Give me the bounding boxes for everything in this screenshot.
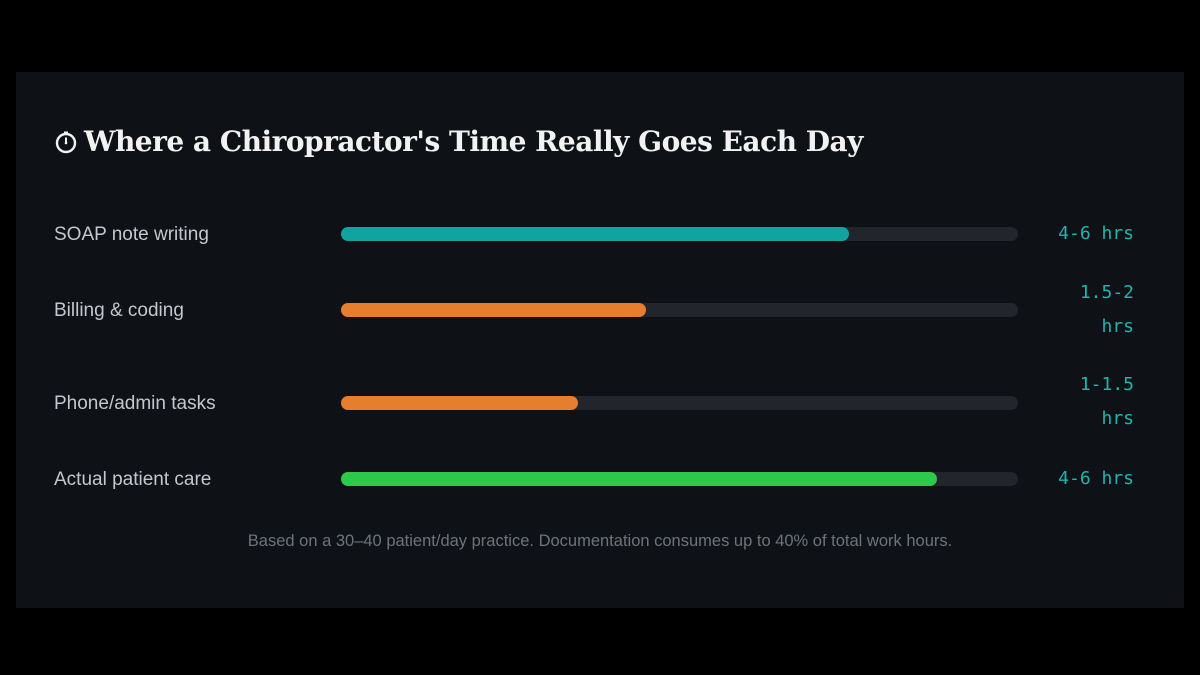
bar-row-phone-admin: Phone/admin tasks 1-1.5 hrs — [54, 368, 1134, 438]
bar-fill — [341, 396, 578, 410]
bar-value: 1-1.5 hrs — [1079, 374, 1134, 429]
footnote: Based on a 30–40 patient/day practice. D… — [247, 532, 953, 550]
chart-title: Where a Chiropractor's Time Really Goes … — [54, 128, 863, 156]
bar-fill — [341, 227, 849, 241]
bar-value: 4-6 hrs — [1058, 468, 1134, 489]
chart-title-text: Where a Chiropractor's Time Really Goes … — [84, 125, 863, 158]
bar-value: 1.5-2 hrs — [1079, 282, 1134, 337]
bar-track — [341, 472, 1018, 486]
bar-label: Phone/admin tasks — [54, 393, 216, 414]
bar-fill — [341, 472, 937, 486]
bar-track — [341, 303, 1018, 317]
bar-fill — [341, 303, 646, 317]
bar-track — [341, 227, 1018, 241]
bar-row-soap: SOAP note writing 4-6 hrs — [54, 216, 1134, 252]
chart-card — [16, 72, 1184, 608]
bar-row-billing: Billing & coding 1.5-2 hrs — [54, 276, 1134, 346]
bar-row-patient-care: Actual patient care 4-6 hrs — [54, 461, 1134, 497]
bar-label: Actual patient care — [54, 469, 212, 490]
bar-label: SOAP note writing — [54, 224, 209, 245]
bar-value: 4-6 hrs — [1058, 223, 1134, 244]
bar-track — [341, 396, 1018, 410]
bar-label: Billing & coding — [54, 300, 184, 321]
stopwatch-icon — [54, 130, 78, 154]
